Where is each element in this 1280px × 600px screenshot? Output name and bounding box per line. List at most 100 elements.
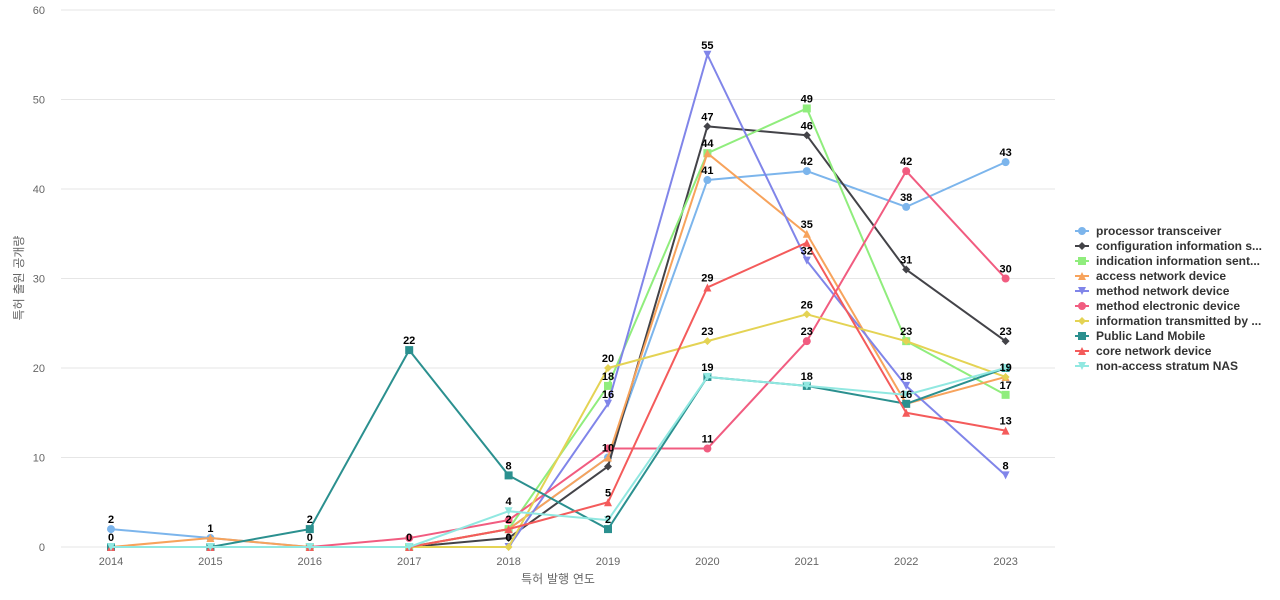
legend-item: indication information sent... [1075,254,1260,268]
data-point [703,122,712,131]
data-point [604,381,612,390]
data-point [504,516,513,525]
y-tick-label: 30 [33,274,45,286]
data-point [1001,390,1010,399]
data-label: 31 [900,255,912,267]
data-label: 42 [900,156,912,168]
legend-marker [1078,227,1086,235]
y-tick-label: 60 [33,5,45,17]
data-point [703,283,712,292]
legend-item: access network device [1075,269,1226,283]
data-point [305,543,314,551]
series-4 [107,149,1010,551]
data-point [604,364,612,372]
data-point [206,534,215,543]
data-point [802,167,811,176]
series-line [110,152,1007,548]
x-tick-label: 2021 [795,556,819,568]
data-label: 18 [900,371,912,383]
y-tick-label: 0 [39,542,45,554]
data-label: 49 [801,93,813,105]
data-point [802,381,811,390]
data-label: 0 [506,532,512,544]
data-label: 41 [701,165,713,177]
data-point [1001,426,1010,435]
legend-item: configuration information s... [1075,239,1262,253]
legend-item: method electronic device [1075,299,1240,313]
y-axis-ticks: 0 10 20 30 40 50 60 [33,5,45,554]
y-tick-label: 40 [33,184,45,196]
legend-item: core network device [1075,344,1212,358]
legend-marker [1078,257,1086,265]
legend-marker [1078,362,1086,370]
data-label: 23 [801,326,813,338]
legend-label: access network device [1096,269,1226,283]
data-label: 23 [701,326,713,338]
legend-marker [1078,287,1086,295]
data-label: 30 [999,264,1011,276]
data-label: 42 [801,156,813,168]
data-label: 0 [307,532,313,544]
data-label: 16 [602,389,614,401]
data-point [604,516,612,525]
data-point [703,372,712,381]
legend-label: core network device [1096,344,1212,358]
data-label: 2 [108,514,114,526]
legend-label: configuration information s... [1096,239,1262,253]
x-axis-ticks: 2014 2015 2016 2017 2018 2019 2020 2021 2022 2023 [99,556,1018,568]
data-point [703,337,712,346]
data-point [902,399,911,408]
data-label: 8 [1003,460,1009,472]
series-line [110,170,1007,548]
data-point [902,390,911,399]
data-point [703,149,712,158]
data-point [1001,274,1010,283]
data-label: 19 [701,362,713,374]
data-point [604,498,612,507]
data-label: 2 [605,514,611,526]
series-10 [107,364,1010,551]
data-label: 18 [801,371,813,383]
data-point [703,444,712,453]
data-point [902,265,911,274]
data-point [604,462,612,471]
data-label: 0 [108,532,114,544]
legend-item: processor transceiver [1075,224,1222,238]
x-tick-label: 2022 [894,556,918,568]
data-point [802,337,811,346]
data-label: 11 [702,434,714,446]
data-point [902,381,911,390]
legend-label: method electronic device [1096,299,1240,313]
data-point [604,453,612,462]
data-point [604,444,612,453]
data-point [206,543,215,551]
data-label: 18 [602,371,614,383]
data-label: 26 [801,299,813,311]
data-point [405,534,414,543]
legend-marker [1078,347,1086,355]
series-layer [107,50,1010,551]
data-label: 23 [999,326,1011,338]
x-tick-label: 2018 [496,556,520,568]
data-point [703,176,712,185]
legend-label: indication information sent... [1096,254,1260,268]
series-line [110,313,1007,548]
data-point [604,399,612,408]
data-point [802,131,811,140]
data-label: 5 [605,487,611,499]
series-line [110,53,1007,548]
data-point [703,50,712,59]
data-point [504,534,513,543]
data-label: 43 [999,147,1011,159]
data-point [802,104,811,113]
x-axis-title: 특허 발행 연도 [521,571,595,586]
series-line [110,349,1007,548]
data-point [902,202,911,211]
data-label: 20 [602,353,614,365]
x-tick-label: 2014 [99,556,123,568]
data-point [107,525,115,534]
legend-item: information transmitted by ... [1075,314,1261,328]
grid-lines [61,9,1055,548]
data-point [802,310,811,319]
data-label: 38 [900,192,912,204]
